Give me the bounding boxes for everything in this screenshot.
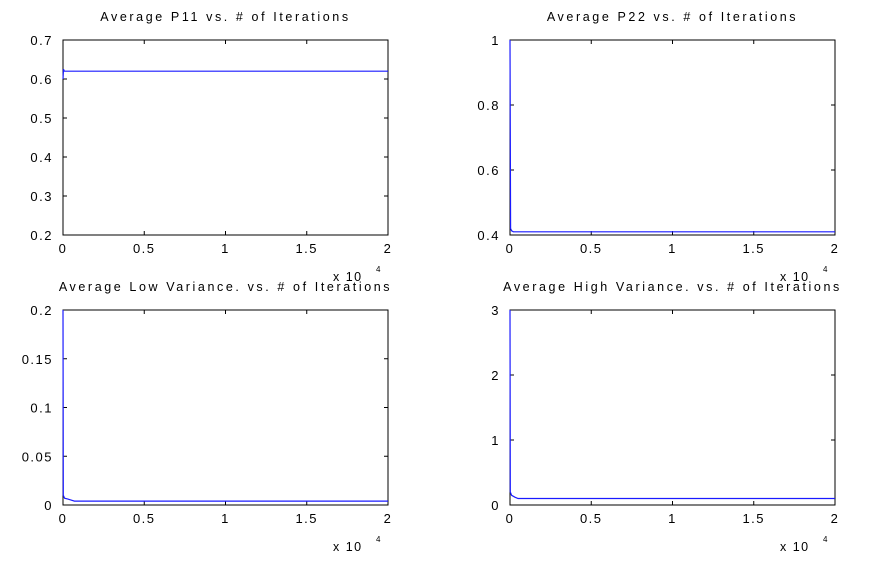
p11-ytick-label: 0.4 <box>30 150 53 165</box>
low-variance-xtick-label: 1.5 <box>295 511 318 526</box>
low-variance-xtick-label: 0.5 <box>133 511 156 526</box>
low-variance-ytick-label: 0.05 <box>22 449 53 464</box>
subplot-p22: Average P22 vs. # of Iterations 0 0.5 1 1.5 2… <box>477 10 840 284</box>
p22-ytick-label: 1 <box>491 33 500 48</box>
high-variance-xtick-label: 0 <box>506 511 515 526</box>
low-variance-xtick-label: 1 <box>221 511 230 526</box>
high-variance-ytick-label: 0 <box>491 498 500 513</box>
p22-ytick-label: 0.6 <box>477 163 500 178</box>
high-variance-title: Average High Variance. vs. # of Iteratio… <box>503 280 842 294</box>
p11-plot-area <box>62 39 389 236</box>
p11-x-multiplier-exponent: 4 <box>376 265 381 274</box>
p11-xtick-label: 1.5 <box>295 241 318 256</box>
p11-ytick-label: 0.2 <box>30 228 53 243</box>
p22-x-multiplier-exponent: 4 <box>823 265 828 274</box>
high-variance-x-multiplier-exponent: 4 <box>823 535 828 544</box>
low-variance-title: Average Low Variance. vs. # of Iteration… <box>59 280 392 294</box>
p11-ytick-label: 0.5 <box>30 111 53 126</box>
p11-xtick-label: 0 <box>59 241 68 256</box>
high-variance-xtick-label: 1.5 <box>742 511 765 526</box>
p11-xtick-label: 0.5 <box>133 241 156 256</box>
p22-x-multiplier: x 10 <box>780 270 810 284</box>
high-variance-plot-area <box>509 309 836 506</box>
p11-title: Average P11 vs. # of Iterations <box>100 10 350 24</box>
low-variance-x-multiplier-exponent: 4 <box>376 535 381 544</box>
p22-title: Average P22 vs. # of Iterations <box>547 10 798 24</box>
p11-ytick-label: 0.6 <box>30 72 53 87</box>
p22-series-line <box>509 39 835 233</box>
high-variance-xtick-label: 1 <box>668 511 677 526</box>
low-variance-series-line <box>62 309 388 502</box>
p22-xtick-label: 0.5 <box>580 241 603 256</box>
p22-xtick-label: 2 <box>831 241 840 256</box>
subplot-p11: Average P11 vs. # of Iterations 0 0.5 1 1.5 2… <box>30 10 393 284</box>
low-variance-xtick-label: 0 <box>59 511 68 526</box>
high-variance-x-multiplier: x 10 <box>780 540 810 554</box>
low-variance-x-multiplier: x 10 <box>333 540 363 554</box>
p22-ytick-label: 0.4 <box>477 228 500 243</box>
p22-plot-area <box>509 39 836 236</box>
high-variance-ytick-label: 2 <box>491 368 500 383</box>
subplot-high-variance: Average High Variance. vs. # of Iteratio… <box>491 280 842 554</box>
high-variance-series-line <box>509 309 835 500</box>
high-variance-xtick-label: 2 <box>831 511 840 526</box>
high-variance-ytick-label: 1 <box>491 433 500 448</box>
p11-ytick-label: 0.7 <box>30 33 53 48</box>
low-variance-plot-area <box>62 309 389 506</box>
p22-xtick-label: 0 <box>506 241 515 256</box>
p22-xtick-label: 1 <box>668 241 677 256</box>
low-variance-xtick-label: 2 <box>384 511 393 526</box>
low-variance-ytick-label: 0 <box>44 498 53 513</box>
p22-ytick-label: 0.8 <box>477 98 500 113</box>
p11-x-multiplier: x 10 <box>333 270 363 284</box>
p11-ytick-label: 0.3 <box>30 189 53 204</box>
p22-xtick-label: 1.5 <box>742 241 765 256</box>
high-variance-ytick-label: 3 <box>491 303 500 318</box>
subplot-low-variance: Average Low Variance. vs. # of Iteration… <box>22 280 393 554</box>
p11-xtick-label: 2 <box>384 241 393 256</box>
high-variance-xtick-label: 0.5 <box>580 511 603 526</box>
low-variance-ytick-label: 0.1 <box>30 401 53 416</box>
p11-series-line <box>62 68 388 80</box>
p11-xtick-label: 1 <box>221 241 230 256</box>
low-variance-ytick-label: 0.15 <box>22 352 53 367</box>
low-variance-ytick-label: 0.2 <box>30 303 53 318</box>
